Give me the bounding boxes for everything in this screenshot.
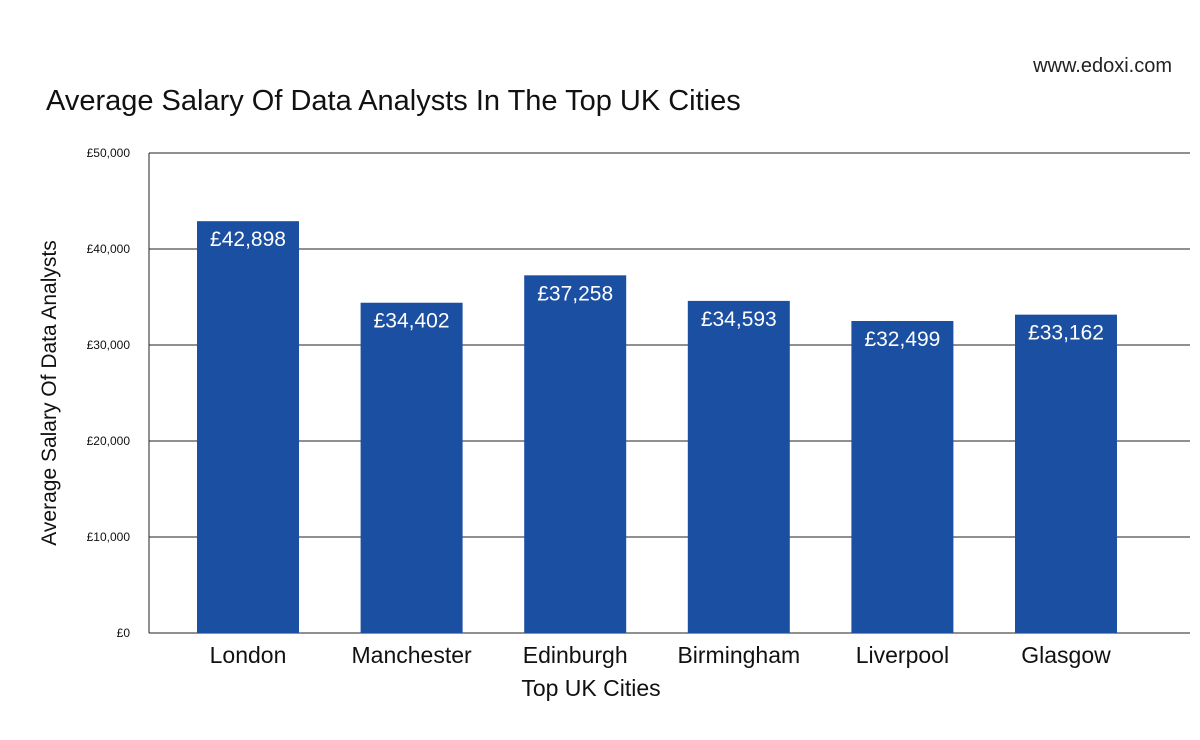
bar: [197, 221, 299, 633]
x-tick-label: Glasgow: [1021, 642, 1111, 668]
x-axis-title: Top UK Cities: [521, 675, 660, 701]
bar-value-label: £34,402: [374, 310, 450, 333]
x-tick-label: Birmingham: [677, 642, 800, 668]
chart-title: Average Salary Of Data Analysts In The T…: [46, 85, 741, 117]
bar-value-label: £33,162: [1028, 322, 1104, 345]
bar: [1015, 314, 1117, 633]
x-tick-label: Liverpool: [856, 642, 949, 668]
bar-value-label: £42,898: [210, 228, 286, 251]
y-tick-label: £50,000: [87, 146, 131, 160]
y-tick-label: £0: [117, 626, 131, 640]
x-tick-label: Manchester: [352, 642, 473, 668]
x-tick-labels: London Manchester Edinburgh Birmingham Liver…: [210, 642, 1112, 668]
y-tick-labels: £0 £10,000 £20,000 £30,000 £40,000 £50,000: [87, 146, 131, 640]
bar-value-label: £37,258: [537, 282, 613, 305]
y-tick-label: £10,000: [87, 530, 131, 544]
y-tick-label: £40,000: [87, 242, 131, 256]
bar-value-label: £34,593: [701, 308, 777, 331]
bar: [687, 300, 790, 633]
bars: £42,898 £34,402 £37,258 £34,593 £32,499 £33,1…: [197, 221, 1117, 633]
y-tick-label: £30,000: [87, 338, 131, 352]
bar: [360, 302, 463, 633]
bar: [851, 321, 954, 633]
y-tick-label: £20,000: [87, 434, 131, 448]
bar-value-label: £32,499: [864, 328, 940, 351]
y-axis-title: Average Salary Of Data Analysts: [38, 240, 61, 545]
source-url: www.edoxi.com: [1032, 55, 1172, 77]
x-tick-label: Edinburgh: [523, 642, 628, 668]
bar: [524, 275, 627, 633]
x-tick-label: London: [210, 642, 287, 668]
